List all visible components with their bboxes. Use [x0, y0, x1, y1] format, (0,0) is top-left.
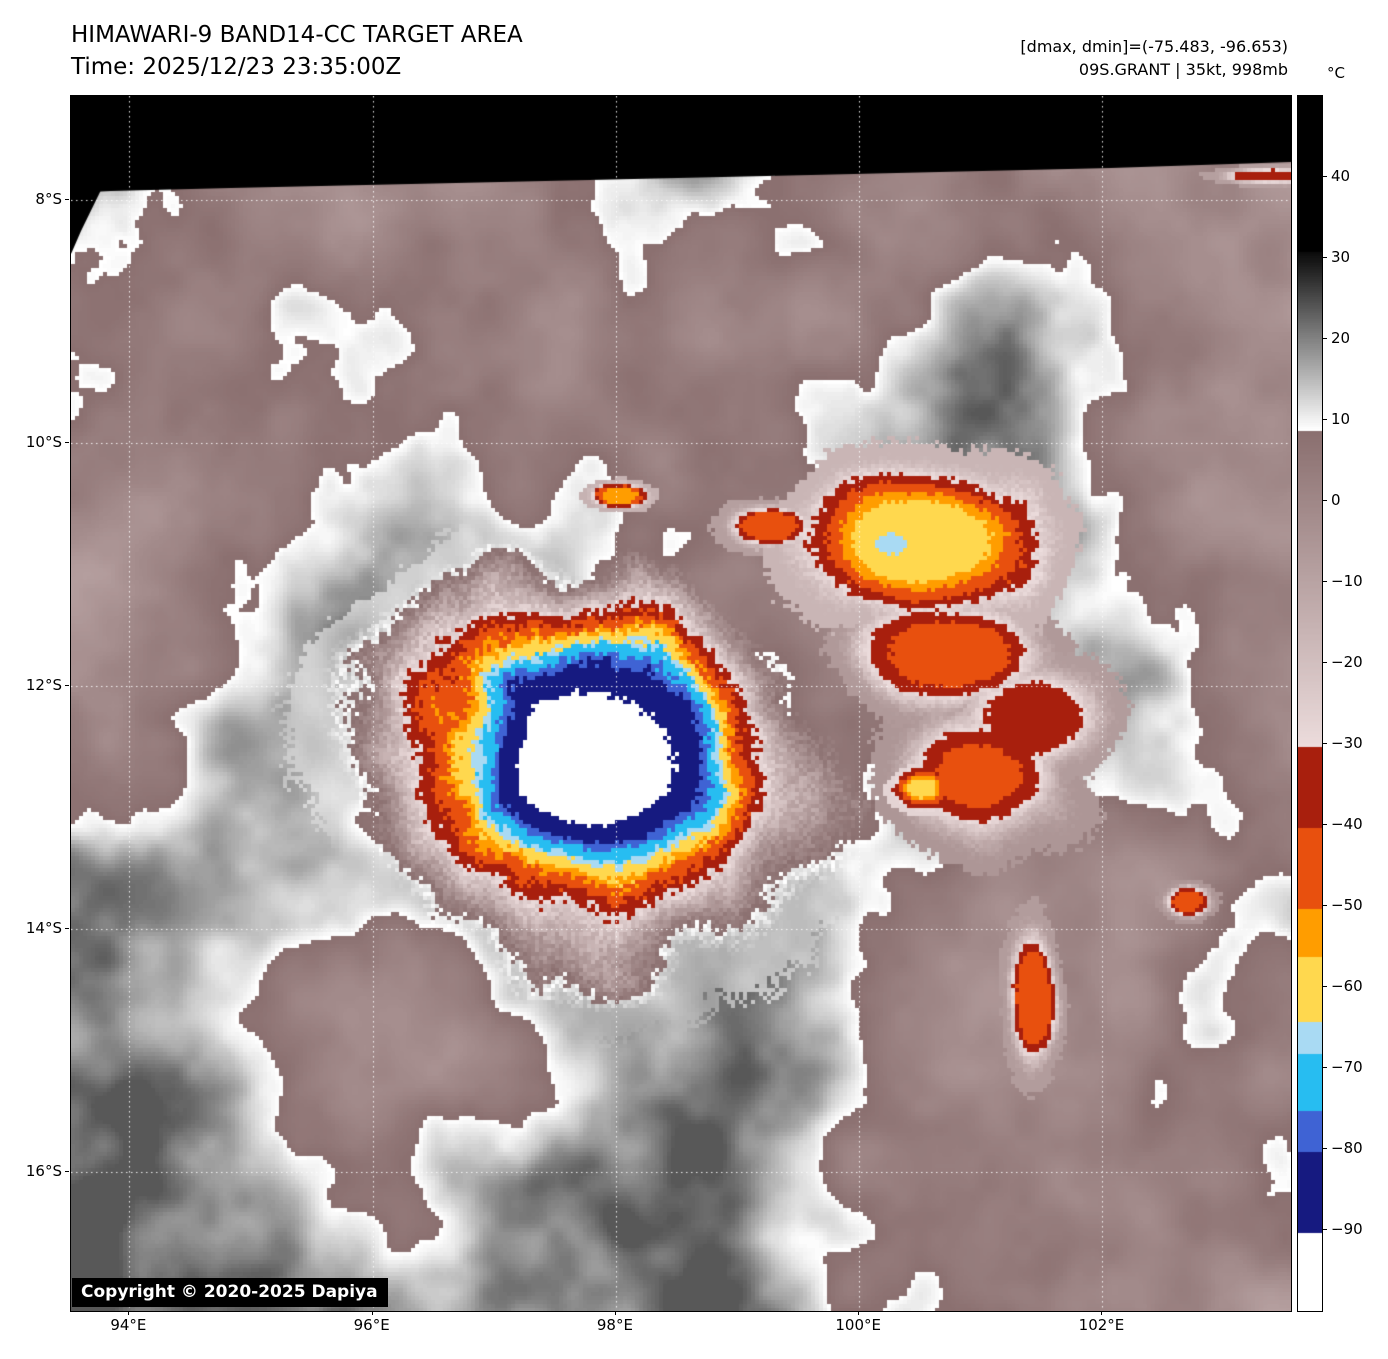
lat-tick-label: 10°S: [25, 433, 62, 452]
colorbar-unit-label: °C: [1327, 64, 1345, 82]
lat-tick-mark: [65, 1171, 69, 1173]
colorbar-tick-label: −10: [1331, 572, 1363, 590]
colorbar-tick-label: −90: [1331, 1220, 1363, 1238]
colorbar-tick-mark: [1323, 1148, 1327, 1149]
colorbar-tick-mark: [1323, 581, 1327, 582]
lat-tick-label: 16°S: [25, 1162, 62, 1181]
map-area: Copyright © 2020-2025 Dapiya: [70, 95, 1292, 1312]
colorbar-tick-mark: [1323, 1067, 1327, 1068]
lon-tick-label: 102°E: [1078, 1316, 1125, 1334]
colorbar-tick-label: −30: [1331, 734, 1363, 752]
lon-tick-label: 98°E: [596, 1316, 633, 1334]
colorbar-tick-label: −70: [1331, 1058, 1363, 1076]
colorbar-tick-label: −40: [1331, 815, 1363, 833]
lat-tick-label: 12°S: [25, 676, 62, 695]
colorbar-tick-mark: [1323, 419, 1327, 420]
colorbar-tick-label: −50: [1331, 896, 1363, 914]
lat-tick-mark: [65, 685, 69, 687]
colorbar-tick-mark: [1323, 338, 1327, 339]
colorbar-tick-mark: [1323, 1229, 1327, 1230]
colorbar: [1297, 95, 1323, 1312]
colorbar-canvas: [1298, 96, 1322, 1311]
timestamp: Time: 2025/12/23 23:35:00Z: [71, 54, 402, 80]
lat-tick-label: 8°S: [35, 190, 62, 209]
colorbar-tick-mark: [1323, 986, 1327, 987]
colorbar-tick-mark: [1323, 662, 1327, 663]
lat-tick-mark: [65, 199, 69, 201]
colorbar-tick-mark: [1323, 905, 1327, 906]
copyright-label: Copyright © 2020-2025 Dapiya: [72, 1278, 388, 1307]
colorbar-tick-label: 0: [1331, 491, 1341, 509]
colorbar-tick-label: −60: [1331, 977, 1363, 995]
lon-tick-label: 100°E: [835, 1316, 881, 1334]
colorbar-tick-mark: [1323, 743, 1327, 744]
satellite-canvas: [71, 96, 1291, 1311]
colorbar-tick-label: 40: [1331, 167, 1351, 185]
lat-tick-mark: [65, 928, 69, 930]
colorbar-tick-label: 10: [1331, 410, 1351, 428]
lat-tick-mark: [65, 442, 69, 444]
colorbar-tick-mark: [1323, 824, 1327, 825]
storm-info-annotation: 09S.GRANT | 35kt, 998mb: [1078, 60, 1288, 79]
colorbar-tick-mark: [1323, 500, 1327, 501]
colorbar-tick-label: −80: [1331, 1139, 1363, 1157]
dmax-dmin-annotation: [dmax, dmin]=(-75.483, -96.653): [1020, 37, 1288, 56]
colorbar-tick-mark: [1323, 257, 1327, 258]
lon-tick-label: 94°E: [110, 1316, 147, 1334]
lat-tick-label: 14°S: [25, 919, 62, 938]
page-title: HIMAWARI-9 BAND14-CC TARGET AREA: [71, 22, 523, 48]
colorbar-tick-label: 30: [1331, 248, 1351, 266]
colorbar-tick-mark: [1323, 176, 1327, 177]
lon-tick-label: 96°E: [353, 1316, 390, 1334]
colorbar-tick-label: 20: [1331, 329, 1351, 347]
colorbar-tick-label: −20: [1331, 653, 1363, 671]
